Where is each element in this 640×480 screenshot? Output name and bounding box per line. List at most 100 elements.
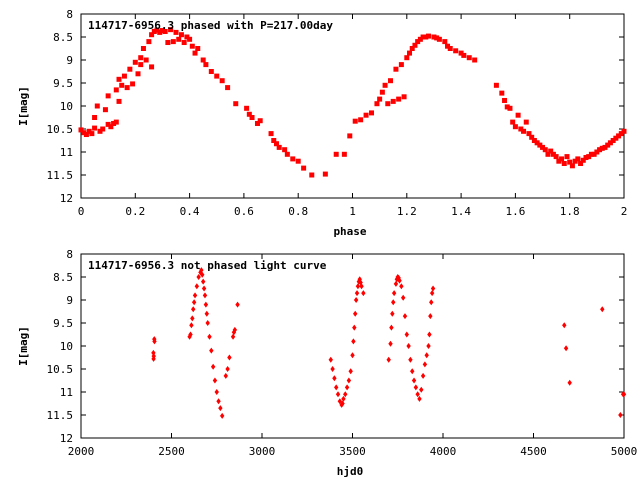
unphased-data-point <box>209 347 214 354</box>
phased-data-point <box>616 133 622 139</box>
unphased-data-point <box>218 405 223 412</box>
phased-data-point <box>92 125 98 131</box>
unphased-y-axis-label: I[mag] <box>17 326 30 366</box>
unphased-data-point <box>212 377 218 384</box>
unphased-data-point <box>188 331 193 338</box>
phased-data-point <box>396 96 402 102</box>
phased-data-point <box>458 50 464 56</box>
phased-x-tick-label: 1 <box>349 205 356 218</box>
phased-data-point <box>249 115 255 120</box>
phased-data-point <box>377 96 383 102</box>
phased-data-point <box>548 148 554 154</box>
unphased-data-point <box>214 389 219 395</box>
unphased-data-point <box>350 352 355 359</box>
phased-data-point <box>404 55 410 61</box>
unphased-x-tick-label: 3000 <box>249 445 276 458</box>
unphased-data-point <box>337 398 343 405</box>
phased-x-tick-label: 0.8 <box>288 205 308 218</box>
unphased-data-point <box>427 331 432 338</box>
phased-data-point <box>588 151 594 157</box>
phased-data-point <box>504 104 510 110</box>
phased-data-point <box>138 62 144 68</box>
unphased-data-point <box>232 326 238 333</box>
phased-data-point <box>445 43 451 49</box>
phased-data-point <box>388 78 394 84</box>
phased-data-point <box>97 128 103 134</box>
phased-data-point <box>284 151 290 157</box>
phased-y-tick-label: 10.5 <box>47 123 74 136</box>
phased-x-tick-label: 1.8 <box>560 205 580 218</box>
phased-data-point <box>423 34 429 40</box>
phased-data-point <box>138 55 144 61</box>
unphased-data-point <box>563 345 569 352</box>
phased-data-point <box>170 39 176 45</box>
phased-data-point <box>116 76 122 82</box>
phased-data-point <box>290 156 296 162</box>
unphased-data-point <box>200 278 206 285</box>
unphased-data-point <box>191 299 197 306</box>
phased-data-point <box>545 151 551 157</box>
unphased-data-point <box>202 292 208 299</box>
unphased-data-point <box>210 363 216 370</box>
unphased-data-point <box>328 356 333 363</box>
unphased-data-point <box>359 283 364 290</box>
unphased-data-point <box>353 310 358 317</box>
unphased-y-tick-label: 11 <box>60 386 73 399</box>
phased-data-point <box>124 85 130 91</box>
unphased-data-point <box>429 290 435 297</box>
phased-data-point <box>374 101 380 107</box>
phased-x-tick-label: 1.2 <box>397 205 417 218</box>
phased-data-point <box>618 131 624 137</box>
phased-data-point <box>111 120 117 126</box>
unphased-data-point <box>225 366 230 372</box>
phased-data-point <box>94 103 100 109</box>
phased-data-point <box>358 117 364 123</box>
phased-data-point <box>89 131 95 137</box>
unphased-data-point <box>430 285 436 292</box>
phased-data-point <box>567 159 573 165</box>
phased-data-point <box>143 57 149 63</box>
unphased-data-point <box>424 352 429 359</box>
phased-y-tick-label: 11.5 <box>47 169 74 182</box>
unphased-data-point <box>189 322 194 329</box>
phased-data-point <box>591 151 597 157</box>
phased-data-point <box>78 127 84 133</box>
phased-data-point <box>507 105 513 111</box>
phased-y-tick-label: 9.5 <box>53 77 73 90</box>
phased-data-point <box>561 161 567 166</box>
phased-data-point <box>556 158 562 164</box>
phased-data-point <box>176 36 182 42</box>
phased-data-point <box>499 90 505 96</box>
phased-data-point <box>108 124 114 130</box>
phased-data-point <box>431 34 437 40</box>
phased-data-point <box>382 82 388 88</box>
unphased-y-tick-label: 10.5 <box>47 363 74 376</box>
phased-data-point <box>273 141 279 147</box>
unphased-data-point <box>361 290 366 297</box>
phased-data-point <box>526 131 532 137</box>
phased-data-point <box>92 115 98 120</box>
phased-data-point <box>81 130 87 136</box>
unphased-data-point <box>201 285 207 292</box>
unphased-data-point <box>346 377 352 384</box>
unphased-data-point <box>426 343 431 349</box>
phased-data-point <box>534 140 540 146</box>
phased-data-point <box>553 154 559 160</box>
phased-data-point <box>301 165 307 171</box>
phased-data-point <box>268 131 274 137</box>
unphased-data-point <box>393 280 399 287</box>
phased-data-point <box>613 135 619 141</box>
phased-data-point <box>502 97 508 103</box>
phased-data-point <box>518 126 524 132</box>
unphased-y-tick-label: 11.5 <box>47 409 74 422</box>
phased-data-point <box>594 149 600 155</box>
unphased-data-point <box>567 379 572 386</box>
phased-data-point <box>333 151 339 157</box>
phased-data-point <box>208 69 214 74</box>
phased-y-tick-label: 12 <box>60 192 73 205</box>
unphased-data-point <box>230 333 236 340</box>
unphased-data-point <box>340 400 345 407</box>
phased-data-point <box>363 112 369 118</box>
phased-data-point <box>192 50 198 56</box>
unphased-data-point <box>355 283 361 290</box>
